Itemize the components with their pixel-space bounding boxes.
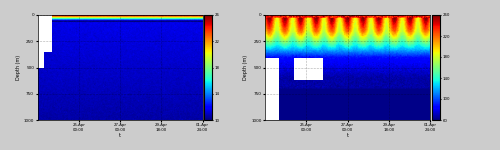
X-axis label: t: t [119, 134, 121, 138]
Y-axis label: Depth (m): Depth (m) [16, 55, 21, 80]
X-axis label: t: t [346, 134, 348, 138]
Y-axis label: Depth (m): Depth (m) [244, 55, 248, 80]
